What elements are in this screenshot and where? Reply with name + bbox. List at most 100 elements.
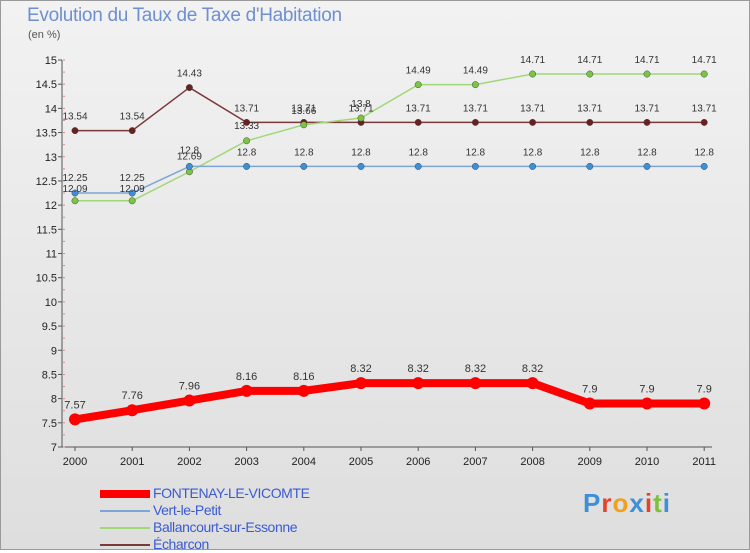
data-label: 8.32 [350,363,371,375]
data-point [243,137,251,145]
data-point [300,121,308,129]
x-tick-label: 2000 [63,456,87,468]
data-label: 14.71 [692,55,717,66]
data-point [469,377,482,390]
data-label: 12.69 [177,152,202,163]
data-point [700,162,708,170]
data-point [300,162,308,170]
data-label: 7.57 [64,399,85,411]
y-tick-label: 12.5 [36,176,57,188]
data-label: 12.8 [294,147,314,158]
data-label: 13.71 [634,103,659,114]
data-point [297,384,310,397]
y-tick-label: 8.5 [42,369,57,381]
data-point [414,162,422,170]
data-point [643,162,651,170]
data-label: 8.16 [293,371,314,383]
y-tick-label: 9.5 [42,321,57,333]
data-point [529,118,537,126]
x-tick-label: 2004 [292,456,316,468]
data-label: 13.33 [234,121,259,132]
data-label: 13.66 [291,106,316,117]
data-point [471,162,479,170]
logo-letter: i [662,488,671,518]
series-line-2 [74,73,705,202]
logo-letter: P [583,488,602,518]
x-tick-label: 2007 [463,456,487,468]
data-point [357,162,365,170]
legend-swatch [100,489,150,498]
legend-swatch [100,509,150,512]
data-point [243,118,251,126]
data-label: 13.54 [62,112,87,123]
logo-letter: t [653,488,663,518]
data-label: 14.71 [577,55,602,66]
data-point [412,377,425,390]
x-tick-label: 2005 [349,456,373,468]
data-point [357,114,365,122]
x-tick-label: 2008 [520,456,544,468]
data-point [71,197,79,205]
data-label: 12.8 [351,147,371,158]
legend-label: FONTENAY-LE-VICOMTE [153,485,310,501]
data-label: 7.76 [121,390,142,402]
legend-swatch [100,526,150,529]
data-point [529,162,537,170]
data-point [183,394,196,407]
x-tick-label: 2006 [406,456,430,468]
series-line-1 [74,165,705,194]
data-label: 8.32 [465,363,486,375]
y-tick-label: 15 [45,55,57,67]
data-label: 12.8 [637,147,657,158]
legend-swatch [100,543,150,546]
chart-title: Evolution du Taux de Taxe d'Habitation [27,5,342,26]
data-point [71,127,79,135]
data-point [128,127,136,135]
data-point [586,70,594,78]
data-label: 12.8 [523,147,543,158]
y-tick-label: 8 [51,394,57,406]
data-label: 12.8 [180,145,200,156]
data-point [471,81,479,89]
data-label: 12.25 [62,173,87,184]
data-point [185,162,193,170]
data-point [414,118,422,126]
x-tick-label: 2009 [578,456,602,468]
series-line-3 [74,86,705,132]
chart-subtitle: (en %) [28,29,61,41]
data-point [698,397,711,410]
y-tick-label: 11 [46,249,57,261]
data-point [641,397,653,410]
data-label: 13.71 [406,103,431,114]
x-tick-label: 2002 [177,456,201,468]
data-label: 13.8 [351,99,371,110]
x-tick-label: 2001 [120,456,144,468]
data-point [700,118,708,126]
data-point [71,189,79,197]
data-point [471,118,479,126]
data-label: 12.8 [580,147,600,158]
data-point [414,81,422,89]
x-tick-label: 2010 [635,456,659,468]
data-label: 14.71 [520,55,545,66]
data-label: 7.96 [179,381,200,393]
y-tick-label: 14.5 [36,79,57,91]
data-label: 12.8 [466,147,486,158]
y-tick-label: 9 [51,345,57,357]
data-point [69,413,81,426]
data-point [700,70,708,78]
y-tick-label: 7.5 [42,418,57,430]
legend-label: Écharcon [153,536,209,552]
data-label: 12.09 [120,184,145,195]
data-label: 7.9 [639,383,654,395]
data-label: 12.25 [120,173,145,184]
data-point [243,162,251,170]
data-point [128,189,136,197]
data-point [586,118,594,126]
logo-letter: i [644,488,654,518]
data-label: 13.54 [120,112,145,123]
data-label: 13.71 [577,103,602,114]
data-label: 13.71 [291,103,316,114]
data-label: 12.8 [237,147,257,158]
y-tick-label: 10.5 [36,273,57,285]
